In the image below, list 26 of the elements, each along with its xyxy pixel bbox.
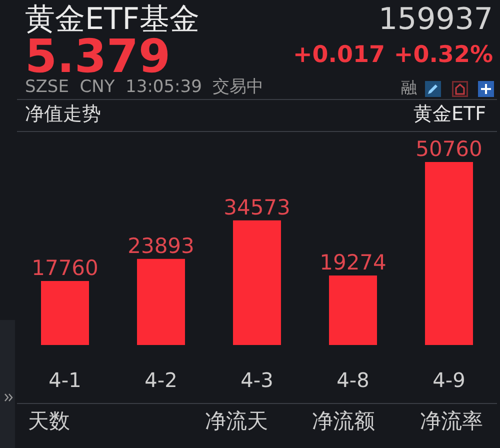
x-tick-label: 4-9 [432, 368, 466, 392]
x-tick-label: 4-8 [336, 368, 370, 392]
bar [137, 258, 185, 345]
text: 净流率 [420, 409, 483, 433]
bar [233, 220, 281, 345]
data-label: 23893 [128, 234, 194, 258]
text: +0.32% [394, 42, 493, 68]
text: 净值走势 [25, 103, 101, 125]
bar [329, 276, 377, 345]
text: SZSE CNY 13:05:39 交易中 [25, 77, 264, 97]
text: 净流天 [205, 409, 268, 433]
text: 天数 [28, 409, 70, 433]
x-tick-label: 4-3 [240, 368, 274, 392]
bar [425, 162, 473, 345]
data-label: 50760 [416, 137, 482, 161]
data-label: 34573 [224, 195, 290, 220]
text: 净流额 [312, 409, 375, 433]
text: 融 [401, 78, 417, 97]
data-label: 17760 [32, 256, 98, 280]
bar [41, 280, 89, 345]
x-tick-label: 4-2 [144, 368, 178, 392]
text: +0.017 [292, 42, 385, 68]
x-tick-label: 4-1 [48, 368, 82, 392]
data-label: 19274 [320, 250, 386, 275]
text: 黄金ETF [413, 103, 486, 125]
text: 159937 [378, 2, 493, 37]
